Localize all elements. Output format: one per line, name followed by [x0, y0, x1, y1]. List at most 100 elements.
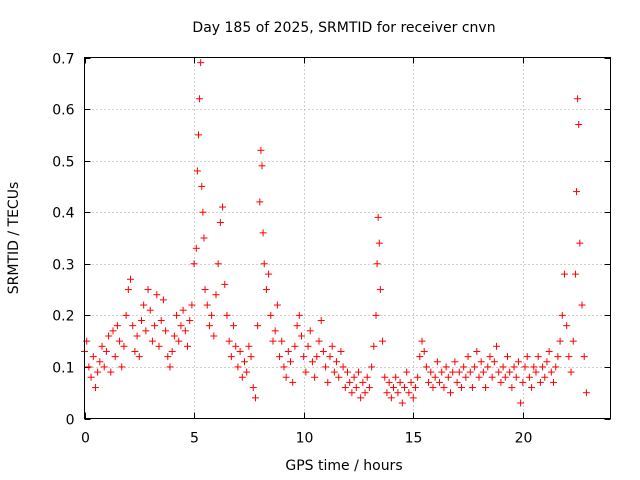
data-point	[514, 358, 522, 366]
data-point	[328, 342, 336, 350]
data-point	[269, 337, 277, 345]
data-point	[545, 347, 553, 355]
data-point	[107, 368, 115, 376]
data-point	[394, 389, 402, 397]
data-point	[396, 378, 404, 386]
data-point	[245, 342, 253, 350]
x-tick-label: 10	[296, 431, 314, 447]
data-point	[398, 399, 406, 407]
data-point	[105, 332, 113, 340]
data-point	[464, 353, 472, 361]
data-point	[262, 286, 270, 294]
data-point	[297, 332, 305, 340]
data-point	[499, 363, 507, 371]
data-point	[352, 384, 360, 392]
data-point	[291, 342, 299, 350]
data-point	[447, 389, 455, 397]
data-point	[333, 358, 341, 366]
data-point	[457, 384, 465, 392]
data-point	[387, 394, 395, 402]
data-point	[344, 368, 351, 376]
data-point	[506, 368, 514, 376]
data-point	[418, 337, 426, 345]
data-point	[368, 363, 376, 371]
data-point	[479, 368, 487, 376]
data-point	[508, 384, 516, 392]
data-point	[313, 353, 321, 361]
data-point	[234, 363, 242, 371]
data-point	[131, 347, 139, 355]
data-point	[199, 208, 207, 216]
data-point	[431, 373, 439, 381]
data-point	[308, 358, 316, 366]
data-point	[495, 368, 503, 376]
data-point	[249, 384, 257, 392]
x-tick-label: 15	[405, 431, 423, 447]
data-point	[122, 311, 130, 319]
data-point	[230, 322, 238, 330]
data-point	[407, 378, 415, 386]
data-point	[236, 347, 244, 355]
y-tick-label: 0.1	[52, 361, 74, 377]
data-point	[135, 353, 143, 361]
data-point	[497, 378, 505, 386]
data-point	[144, 286, 152, 294]
data-point	[113, 322, 121, 330]
x-tick-label: 5	[190, 431, 199, 447]
data-point	[536, 378, 544, 386]
data-point	[129, 322, 137, 330]
data-point	[140, 301, 148, 309]
data-point	[573, 188, 581, 196]
data-point	[300, 353, 308, 361]
data-point	[273, 301, 281, 309]
x-axis-title: GPS time / hours	[285, 458, 402, 474]
data-point	[422, 363, 430, 371]
y-tick-label: 0.7	[52, 52, 74, 68]
data-point	[558, 311, 566, 319]
data-point	[243, 368, 251, 376]
data-point	[170, 332, 178, 340]
data-point	[337, 347, 345, 355]
data-point	[517, 399, 525, 407]
data-point	[383, 389, 391, 397]
data-point	[208, 311, 216, 319]
data-point	[302, 368, 310, 376]
y-tick-label: 0.4	[52, 206, 74, 222]
data-point	[201, 286, 209, 294]
data-point	[216, 219, 224, 227]
data-point	[193, 167, 201, 175]
data-point	[168, 347, 176, 355]
data-point	[519, 378, 527, 386]
data-point	[379, 337, 387, 345]
data-point	[354, 368, 362, 376]
data-point	[194, 131, 202, 139]
data-point	[409, 394, 417, 402]
data-point	[541, 373, 549, 381]
data-point	[451, 358, 459, 366]
data-point	[482, 384, 490, 392]
data-point	[385, 378, 393, 386]
data-point	[259, 229, 267, 237]
data-point	[578, 301, 586, 309]
data-point	[420, 347, 428, 355]
data-point	[390, 384, 398, 392]
data-point	[219, 203, 227, 211]
data-point	[427, 368, 435, 376]
data-point	[455, 368, 463, 376]
data-point	[453, 378, 461, 386]
data-point	[238, 373, 246, 381]
data-point	[339, 363, 347, 371]
data-point	[190, 260, 198, 268]
x-tick-label: 0	[81, 431, 90, 447]
data-point	[120, 342, 128, 350]
data-point	[510, 363, 518, 371]
data-point	[295, 311, 303, 319]
data-point	[530, 363, 538, 371]
data-point	[155, 342, 163, 350]
data-point	[400, 384, 408, 392]
data-point	[436, 378, 444, 386]
data-point	[311, 373, 319, 381]
data-point	[177, 322, 185, 330]
data-point	[198, 182, 206, 190]
data-point	[488, 373, 496, 381]
